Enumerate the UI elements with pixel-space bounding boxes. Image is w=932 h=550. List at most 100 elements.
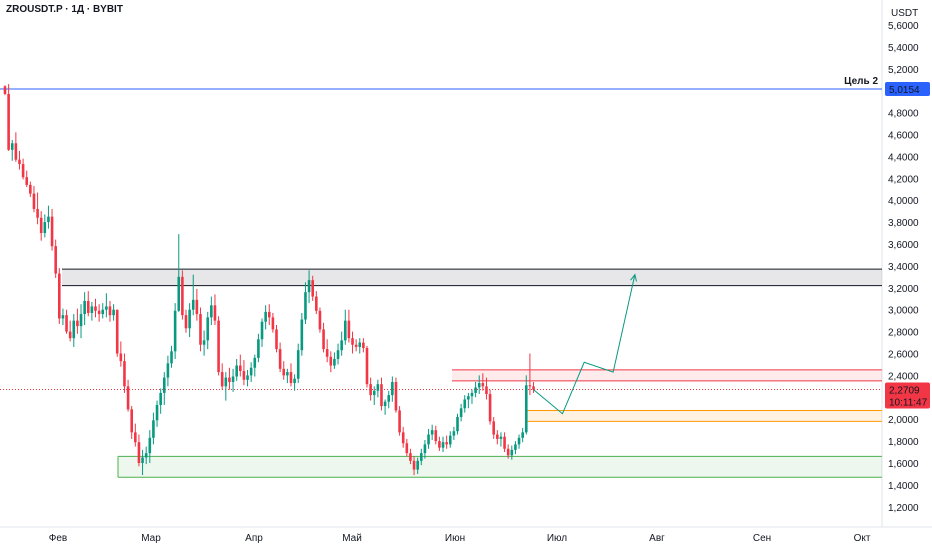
x-tick-label: Июн [445, 533, 465, 544]
candle-body [126, 386, 130, 410]
candle-body [130, 409, 133, 433]
candle-body [224, 377, 228, 387]
candle-body [246, 375, 249, 380]
candle-body [267, 311, 271, 318]
candle-body [499, 436, 503, 439]
y-tick-label: 2,8000 [888, 328, 919, 339]
candle-body [420, 453, 423, 461]
candle-body [68, 331, 72, 339]
candle-body [249, 367, 253, 376]
x-tick-label: Сен [753, 533, 771, 544]
zone-support-green [118, 456, 882, 478]
candle-body [307, 280, 311, 293]
candle-body [253, 357, 257, 368]
candle-body [496, 434, 499, 439]
candle-body [427, 434, 430, 445]
y-tick-label: 5,4000 [888, 43, 919, 54]
candle-body [445, 442, 448, 445]
candle-body [448, 435, 452, 445]
candle-body [438, 441, 441, 448]
candle-body [173, 310, 177, 352]
candle-body [463, 399, 467, 409]
candle-body [36, 208, 39, 218]
candle-body [372, 390, 376, 396]
y-tick-label: 2,6000 [888, 350, 919, 361]
x-tick-label: Авг [649, 533, 665, 544]
candle-body [311, 280, 314, 297]
y-tick-label: 3,2000 [888, 284, 919, 295]
candle-body [467, 396, 470, 400]
candle-body [510, 449, 514, 456]
candle-body [97, 310, 101, 315]
candle-body [354, 344, 358, 347]
candle-body [134, 432, 137, 443]
candle-body [336, 350, 340, 359]
candle-body [50, 216, 54, 247]
candle-body [206, 317, 210, 341]
candle-body [503, 436, 506, 449]
candle-body [376, 384, 380, 391]
candle-body [108, 306, 112, 316]
zone-resistance-red [452, 369, 882, 381]
candles [3, 84, 535, 476]
candle-body [199, 314, 202, 345]
candle-body [271, 317, 275, 330]
candle-body [170, 351, 173, 364]
candle-body [398, 410, 401, 433]
projection-arrowhead [630, 273, 637, 282]
current-price-label: 2,2709 [889, 386, 920, 397]
candle-body [79, 314, 83, 327]
y-tick-label: 1,4000 [888, 481, 919, 492]
candle-body [477, 383, 481, 388]
x-tick-label: Июл [547, 533, 567, 544]
y-tick-label: 4,8000 [888, 109, 919, 120]
candle-body [315, 296, 318, 311]
candle-body [387, 395, 391, 402]
candle-body [470, 392, 474, 397]
candle-body [105, 306, 108, 310]
candle-body [137, 442, 141, 463]
y-tick-label: 5,6000 [888, 21, 919, 32]
candle-body [235, 365, 238, 377]
candle-body [18, 159, 21, 165]
y-tick-label: 3,4000 [888, 262, 919, 273]
candle-body [459, 408, 463, 418]
candle-body [264, 311, 267, 322]
candle-body [286, 372, 289, 376]
y-tick-label: 5,2000 [888, 65, 919, 76]
x-tick-label: Мар [141, 533, 161, 544]
candle-body [39, 217, 43, 234]
candle-body [202, 340, 206, 345]
candle-body [358, 342, 362, 347]
candle-body [275, 329, 278, 350]
candle-body [162, 377, 166, 393]
candle-body [322, 329, 325, 350]
currency-label: USDT [891, 8, 918, 19]
candle-body [474, 387, 477, 393]
candle-body [300, 319, 304, 351]
candle-body [434, 430, 438, 442]
candle-body [115, 309, 119, 354]
candle-body [213, 305, 217, 321]
candle-body [210, 305, 213, 318]
candle-body [155, 404, 159, 421]
candle-body [181, 276, 184, 316]
candle-body [54, 246, 57, 274]
candle-body [333, 358, 336, 366]
countdown-label: 10:11:47 [889, 398, 928, 409]
candle-body [58, 273, 61, 319]
candle-body [112, 309, 115, 316]
candle-body [10, 143, 14, 150]
candle-body [383, 401, 387, 407]
y-tick-label: 4,6000 [888, 131, 919, 142]
zone-support-orange [526, 410, 882, 422]
candle-body [94, 306, 97, 311]
candle-body [416, 460, 419, 470]
candle-body [485, 386, 488, 395]
candle-body [492, 421, 495, 435]
candle-body [29, 184, 32, 194]
candle-body [401, 432, 405, 444]
candle-body [231, 376, 235, 382]
candle-body [220, 372, 224, 387]
